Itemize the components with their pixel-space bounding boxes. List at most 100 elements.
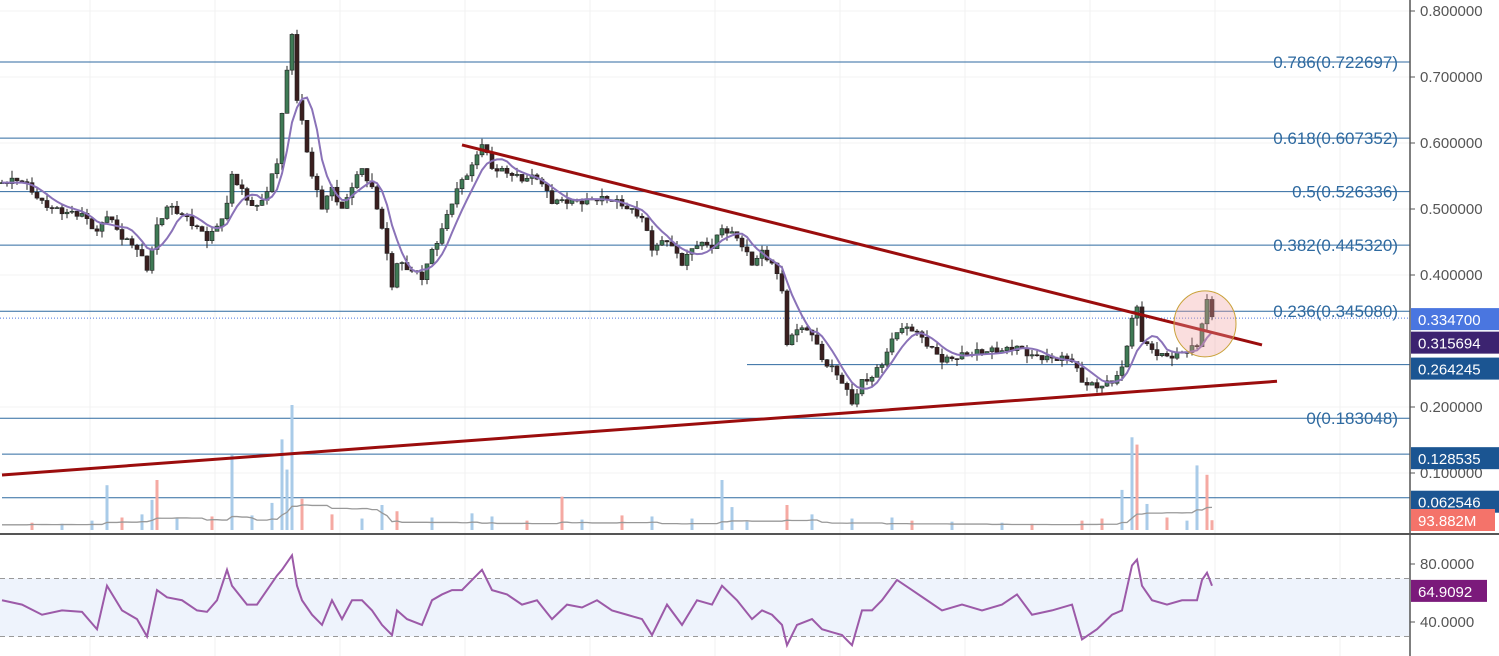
candle <box>129 235 135 249</box>
candle-body <box>904 326 910 329</box>
candle-body <box>239 184 245 189</box>
candle-body <box>324 195 330 210</box>
rsi-axis-label: 80.0000 <box>1420 556 1474 573</box>
candle <box>344 193 350 209</box>
candle-body <box>879 364 885 368</box>
candle <box>684 249 690 271</box>
candle <box>909 323 915 332</box>
volume-bar <box>910 520 914 530</box>
candle <box>794 323 800 343</box>
candle <box>719 224 725 238</box>
candle <box>49 205 55 214</box>
candle-body <box>834 365 840 376</box>
candle <box>479 138 485 158</box>
candle-body <box>419 271 425 280</box>
candle-body <box>359 168 365 175</box>
candle-body <box>459 179 465 190</box>
candle-body <box>1194 345 1200 347</box>
volume-bar <box>105 485 109 530</box>
candle-body <box>194 225 200 228</box>
volume-bar <box>560 496 564 530</box>
candle <box>39 197 45 205</box>
candle-body <box>634 208 640 217</box>
candle <box>709 238 715 254</box>
candle-body <box>779 273 785 292</box>
candle-body <box>514 174 520 176</box>
candle-body <box>64 211 70 215</box>
candle-body <box>509 173 515 176</box>
candle-body <box>259 199 265 206</box>
candle-body <box>169 205 175 208</box>
trendline-resistance <box>461 143 1263 347</box>
candle-body <box>129 238 135 246</box>
candle <box>1174 347 1180 360</box>
candle-body <box>554 199 560 204</box>
volume-bar <box>430 517 434 530</box>
candle <box>704 237 710 248</box>
volume-bar <box>250 515 254 530</box>
candle <box>349 182 355 206</box>
candle-body <box>1099 385 1105 389</box>
candle <box>554 198 560 205</box>
candle <box>279 112 285 171</box>
candle-body <box>749 251 755 266</box>
candle <box>444 209 450 232</box>
candle-body <box>269 173 275 192</box>
candle <box>824 358 830 369</box>
volume-bar <box>1080 520 1084 530</box>
candle <box>189 208 195 230</box>
candle <box>159 218 165 227</box>
candle <box>954 358 960 366</box>
candle-body <box>299 100 305 121</box>
candle-body <box>979 349 985 354</box>
candle <box>829 359 835 373</box>
candle-body <box>644 217 650 231</box>
candle-body <box>384 228 390 254</box>
candle <box>354 171 360 190</box>
candle <box>939 348 945 370</box>
candle-body <box>939 353 945 363</box>
candle-body <box>1029 354 1035 357</box>
candle-body <box>679 253 685 266</box>
candle <box>94 225 100 237</box>
candle <box>694 240 700 250</box>
candle-body <box>14 177 20 182</box>
candle <box>54 206 60 209</box>
candle-body <box>274 163 280 175</box>
candle <box>689 248 695 261</box>
candle <box>1204 294 1210 332</box>
candle <box>849 383 855 406</box>
candle <box>744 239 750 257</box>
level-label: 0.264245 <box>1418 362 1481 379</box>
volume-bar <box>290 405 294 530</box>
candle <box>9 170 15 189</box>
candle-body <box>1119 366 1125 376</box>
candle-body <box>699 241 705 247</box>
candle-body <box>784 290 790 346</box>
candle <box>884 348 890 369</box>
candle <box>679 252 685 267</box>
volume-bar <box>580 519 584 530</box>
level-tag <box>1411 490 1499 513</box>
candle-body <box>189 216 195 227</box>
candle <box>599 188 605 206</box>
candle <box>1049 353 1055 364</box>
price-axis-label: 0.800000 <box>1420 3 1483 20</box>
candle-body <box>929 346 935 348</box>
volume-bar <box>720 480 724 530</box>
price-axis-label: 0.500000 <box>1420 201 1483 218</box>
candle-body <box>1129 317 1135 347</box>
rsi-value-label: 64.9092 <box>1418 584 1472 601</box>
candle <box>239 179 245 195</box>
candle <box>1089 381 1095 386</box>
candle-body <box>1034 354 1040 357</box>
candle <box>959 345 965 360</box>
candle <box>134 243 140 257</box>
candle <box>789 333 795 346</box>
level-label: 0.062546 <box>1418 495 1481 512</box>
candle <box>639 213 645 223</box>
candle <box>889 332 895 356</box>
candle-body <box>724 228 730 234</box>
candle-body <box>209 230 215 241</box>
